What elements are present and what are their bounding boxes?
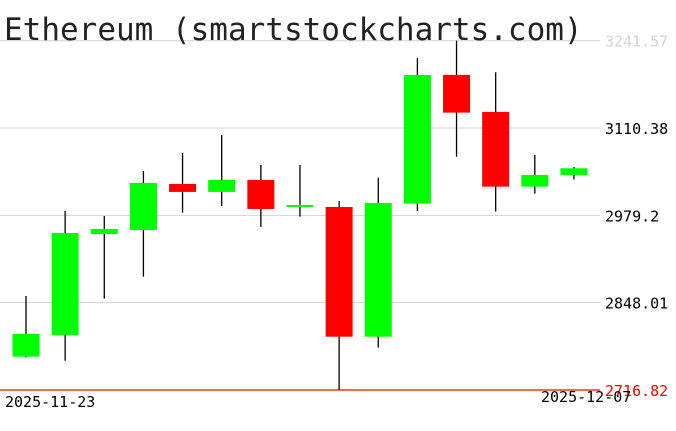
chart-title: Ethereum (smartstockcharts.com) <box>4 12 583 48</box>
y-tick-label: 2979.2 <box>605 207 659 225</box>
candle-body <box>521 174 549 187</box>
candle-body <box>247 179 275 209</box>
candle-body <box>129 182 157 230</box>
candle-body <box>443 74 471 113</box>
candle-body <box>208 179 236 192</box>
x-tick-label: 2025-12-07 <box>541 388 631 406</box>
candle-body <box>364 202 392 337</box>
candle-body <box>12 333 40 357</box>
candle-body <box>90 228 118 234</box>
y-tick-label: 3110.38 <box>605 120 668 138</box>
y-tick-label: 2848.01 <box>605 295 668 313</box>
candle-body <box>482 111 510 187</box>
y-tick-label: 3241.57 <box>605 33 668 51</box>
candle-body <box>286 204 314 207</box>
y-tick-label: 2716.82 <box>605 382 668 400</box>
candle-body <box>51 232 79 335</box>
candle-body <box>403 74 431 204</box>
candle-body <box>169 183 197 192</box>
x-tick-label: 2025-11-23 <box>5 393 95 411</box>
candle-body <box>325 206 353 337</box>
candle-body <box>560 168 588 175</box>
